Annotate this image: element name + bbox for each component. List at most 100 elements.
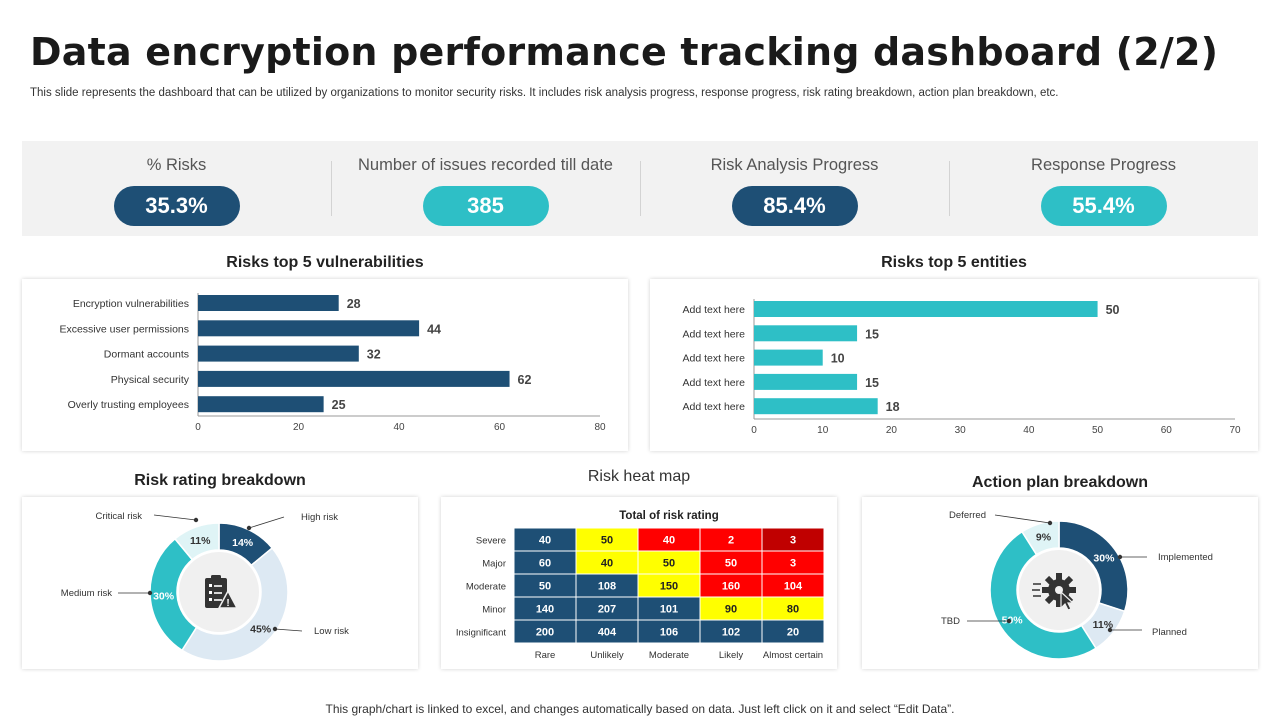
cell-value: 50 <box>539 581 551 593</box>
bar <box>754 301 1098 317</box>
risk-heatmap: Total of risk rating Severe 40 50 40 2 3 Major 6… <box>456 510 825 661</box>
gear-tooth <box>1056 599 1062 607</box>
cell-value: 90 <box>725 604 737 616</box>
data-label: 28 <box>347 297 361 311</box>
rating-panel: 14% High risk 45% Low risk 30% Medium risk 11%… <box>22 497 418 669</box>
vulnerabilities-bar-chart: 0 20 40 60 80 Encryption vulnerabilities 28 Exc… <box>59 293 606 433</box>
cell-value: 207 <box>598 604 616 616</box>
slice-value-label: 30% <box>1093 552 1115 564</box>
cell-value: 200 <box>536 627 554 639</box>
page-title: Data encryption performance tracking das… <box>30 30 1219 74</box>
annotation-label: Critical risk <box>96 511 143 522</box>
kpi-label: Number of issues recorded till date <box>358 156 613 174</box>
kpi-risks: % Risks 35.3% <box>22 141 331 236</box>
x-tick-label: 70 <box>1229 425 1241 436</box>
category-label: Overly trusting employees <box>68 399 189 411</box>
cell-value: 50 <box>725 558 737 570</box>
clipboard-clip <box>211 575 221 581</box>
x-tick-label: 80 <box>594 422 606 433</box>
donut-slice <box>173 522 220 561</box>
rating-title: Risk rating breakdown <box>134 472 306 489</box>
heatmap-cell <box>761 619 825 644</box>
kpi-value: 55.4% <box>1040 186 1167 226</box>
bar <box>754 398 878 415</box>
data-label: 32 <box>367 348 381 362</box>
x-tick-label: 40 <box>1023 425 1035 436</box>
action-panel: 30% Implemented 11% Planned 50% TBD 9% Deferred <box>862 497 1258 669</box>
data-label: 25 <box>332 398 346 412</box>
category-label: Encryption vulnerabilities <box>73 298 189 310</box>
cell-value: 50 <box>663 558 675 570</box>
cell-value: 80 <box>787 604 799 616</box>
heatmap-header: Total of risk rating <box>619 510 718 522</box>
category-label: Add text here <box>683 353 746 365</box>
cell-value: 108 <box>598 581 616 593</box>
annotation-line <box>274 628 303 632</box>
entities-panel: 0 10 20 30 40 50 60 70 Add text here 50 Add text h… <box>650 279 1258 451</box>
data-label: 15 <box>865 376 879 390</box>
row-label: Severe <box>476 536 506 547</box>
warning-triangle <box>217 589 239 609</box>
col-label: Likely <box>719 650 744 661</box>
page-subtitle: This slide represents the dashboard that… <box>30 87 1059 99</box>
annotation-label: Implemented <box>1158 552 1213 563</box>
cell-value: 104 <box>784 581 803 593</box>
bar <box>198 370 510 387</box>
data-label: 44 <box>427 322 441 336</box>
entities-bar-chart: 0 10 20 30 40 50 60 70 Add text here 50 Add text h… <box>683 299 1241 436</box>
x-tick-label: 60 <box>1161 425 1173 436</box>
bar <box>754 325 858 342</box>
cell-value: 40 <box>601 558 613 570</box>
kpi-label: Response Progress <box>1031 156 1176 174</box>
annotation-label: Planned <box>1152 627 1187 638</box>
x-tick-label: 20 <box>886 425 898 436</box>
cell-value: 101 <box>660 604 678 616</box>
category-label: Dormant accounts <box>104 349 189 361</box>
gear-tooth <box>1042 587 1050 593</box>
category-label: Add text here <box>683 304 746 316</box>
cursor-arrow <box>1060 590 1075 611</box>
data-label: 15 <box>865 327 879 341</box>
annotation-label: High risk <box>301 512 338 523</box>
kpi-divider <box>640 161 641 216</box>
category-label: Add text here <box>683 401 746 413</box>
cell-value: 3 <box>790 558 796 570</box>
row-label: Minor <box>482 605 506 616</box>
bar <box>754 373 858 390</box>
x-tick-label: 20 <box>293 422 305 433</box>
annotation-line <box>248 516 285 529</box>
slice-value-label: 45% <box>250 624 272 636</box>
action-title: Action plan breakdown <box>971 474 1148 491</box>
category-label: Add text here <box>683 377 746 389</box>
kpi-value: 35.3% <box>113 186 240 226</box>
gear-tooth <box>1056 573 1062 581</box>
kpi-label: Risk Analysis Progress <box>710 156 879 174</box>
kpi-value: 385 <box>422 186 549 226</box>
footer-note: This graph/chart is linked to excel, and… <box>325 702 955 716</box>
kpi-divider <box>949 161 950 216</box>
donut-slice <box>989 530 1098 660</box>
data-label: 10 <box>831 352 845 366</box>
entities-title: Risks top 5 entities <box>881 254 1027 271</box>
category-label: Excessive user permissions <box>59 323 189 335</box>
clipboard-warning-icon: ! <box>205 575 239 609</box>
annotation-label: Deferred <box>949 510 986 521</box>
cell-value: 60 <box>539 558 551 570</box>
x-tick-label: 30 <box>955 425 967 436</box>
checkbox-mark <box>209 598 212 601</box>
kpi-label: % Risks <box>146 156 207 174</box>
vulnerabilities-title: Risks top 5 vulnerabilities <box>226 254 424 271</box>
bar <box>198 295 339 311</box>
bar <box>754 349 823 366</box>
col-label: Almost certain <box>763 650 823 661</box>
gear-tooth <box>1068 587 1076 593</box>
x-tick-label: 50 <box>1092 425 1104 436</box>
checkbox-mark <box>209 584 212 587</box>
data-label: 62 <box>518 373 532 387</box>
action-donut-chart: 30% Implemented 11% Planned 50% TBD 9% Deferred <box>941 510 1213 660</box>
col-label: Rare <box>535 650 556 661</box>
bar <box>198 396 324 413</box>
x-tick-label: 60 <box>494 422 506 433</box>
cell-value: 40 <box>663 535 675 547</box>
slice-value-label: 50% <box>1002 615 1024 627</box>
